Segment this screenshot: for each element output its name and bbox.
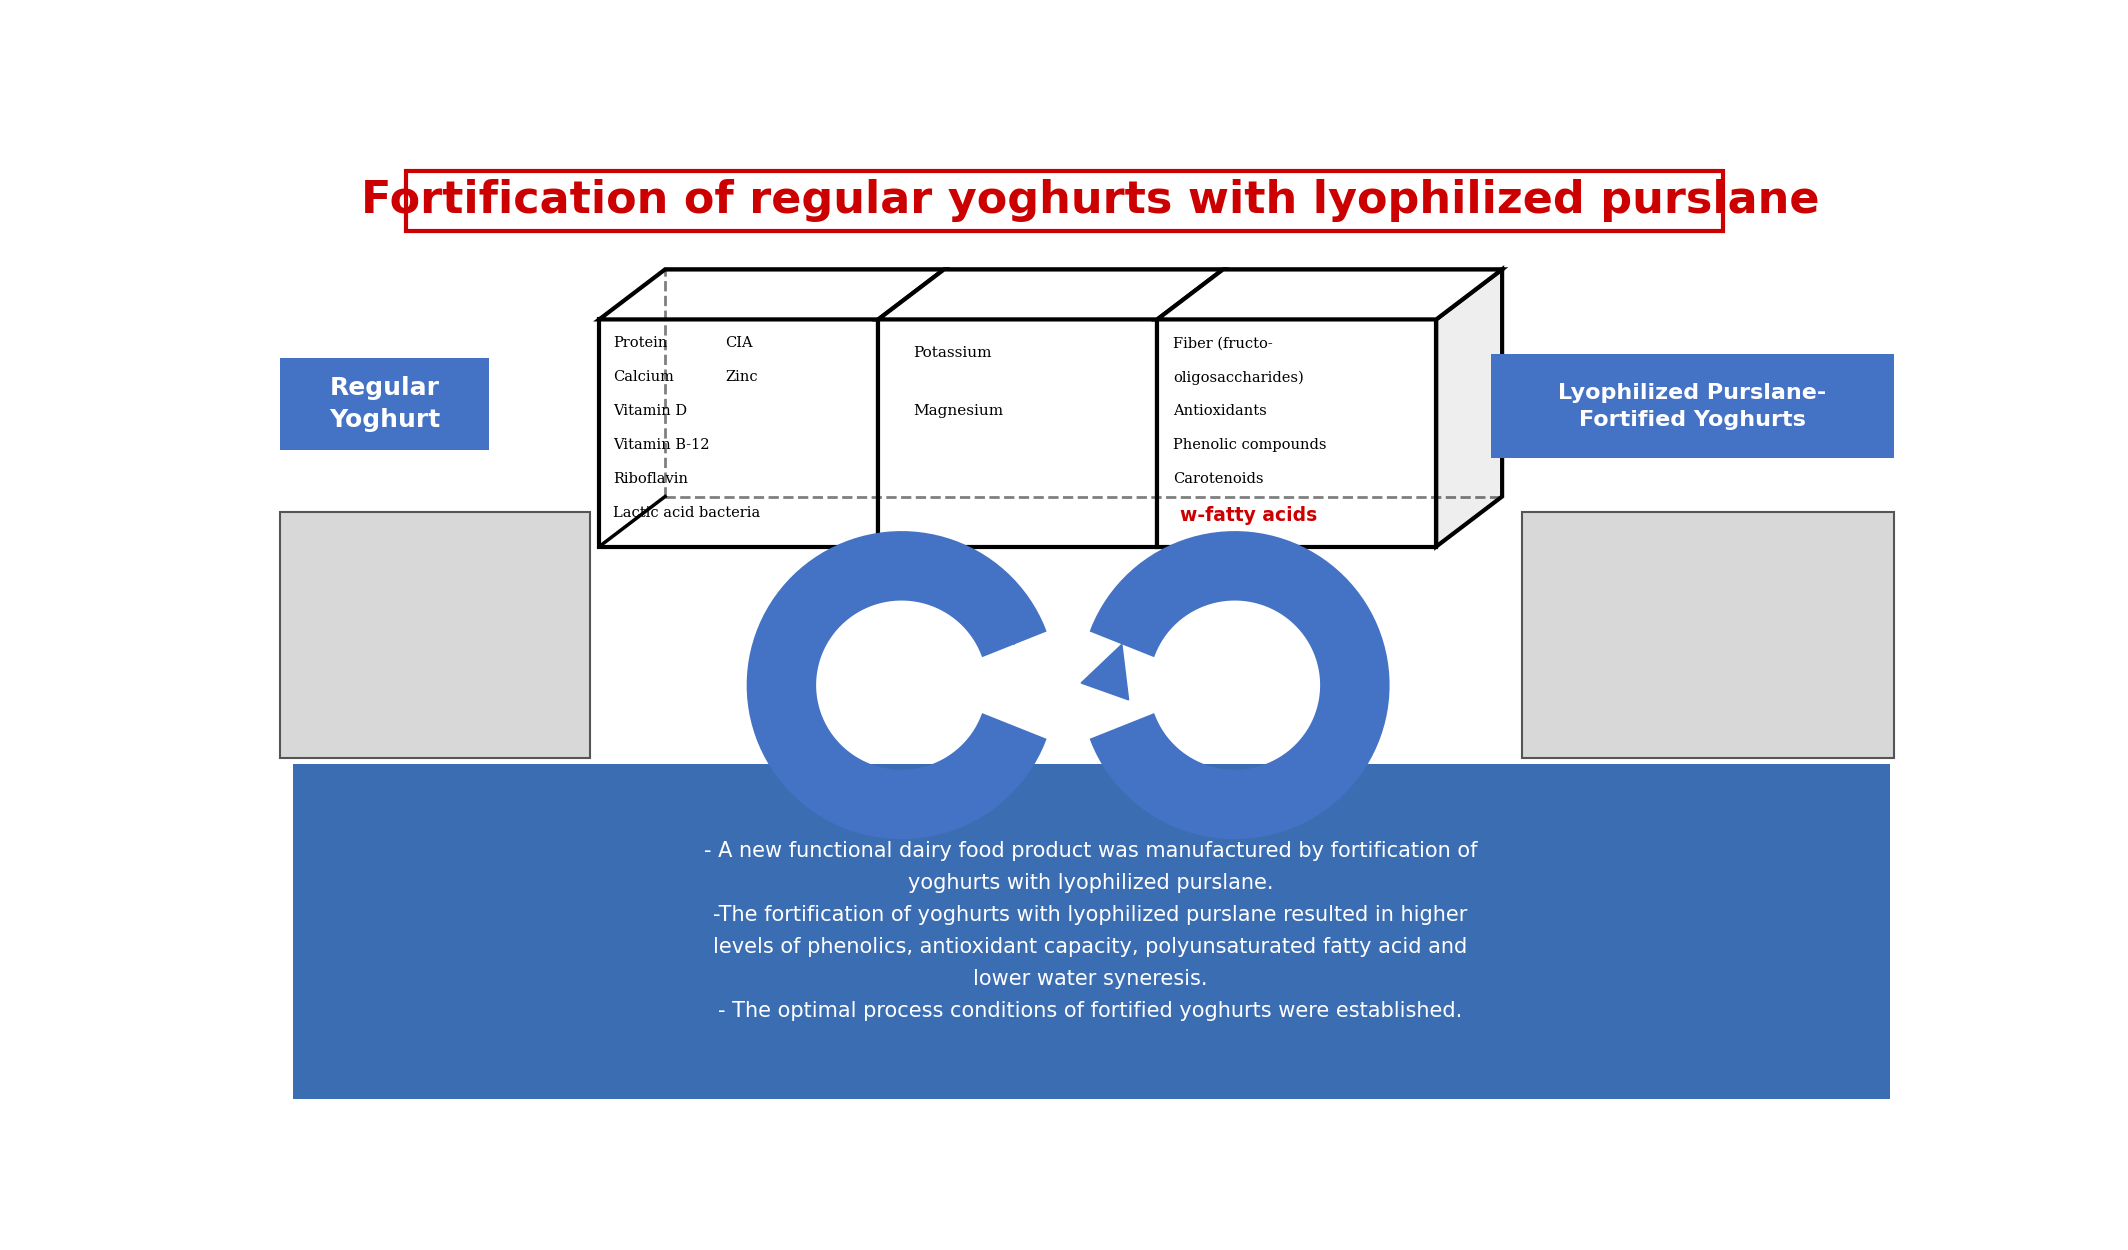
Text: Fortification of regular yoghurts with lyophilized purslane: Fortification of regular yoghurts with l… xyxy=(362,179,1819,221)
Text: Potassium: Potassium xyxy=(913,346,992,360)
Polygon shape xyxy=(1081,644,1128,700)
Polygon shape xyxy=(879,320,1158,546)
Polygon shape xyxy=(972,589,1021,644)
Text: Lyophilized Purslane-
Fortified Yoghurts: Lyophilized Purslane- Fortified Yoghurts xyxy=(1558,384,1826,430)
FancyBboxPatch shape xyxy=(281,512,589,759)
Polygon shape xyxy=(600,269,945,320)
Text: oligosaccharides): oligosaccharides) xyxy=(1173,370,1304,385)
Text: Regular
Yoghurt: Regular Yoghurt xyxy=(330,376,440,432)
Text: CIA: CIA xyxy=(726,336,753,350)
Text: Carotenoids: Carotenoids xyxy=(1173,471,1264,486)
Polygon shape xyxy=(600,320,879,546)
Text: Vitamin B-12: Vitamin B-12 xyxy=(613,438,711,452)
Polygon shape xyxy=(879,269,1224,320)
Text: w-fatty acids: w-fatty acids xyxy=(1181,506,1317,525)
Text: - A new functional dairy food product was manufactured by fortification of
yoghu: - A new functional dairy food product wa… xyxy=(704,841,1477,1021)
FancyBboxPatch shape xyxy=(281,357,489,450)
FancyBboxPatch shape xyxy=(294,764,1890,1099)
Text: Riboflavin: Riboflavin xyxy=(613,471,687,486)
FancyBboxPatch shape xyxy=(1490,354,1894,458)
Text: Fiber (fructo-: Fiber (fructo- xyxy=(1173,336,1273,350)
Text: Antioxidants: Antioxidants xyxy=(1173,404,1266,418)
FancyBboxPatch shape xyxy=(1522,512,1894,759)
Text: Phenolic compounds: Phenolic compounds xyxy=(1173,438,1326,452)
Text: Protein: Protein xyxy=(613,336,668,350)
Polygon shape xyxy=(1436,269,1502,546)
Polygon shape xyxy=(1158,320,1436,546)
Polygon shape xyxy=(1158,269,1502,320)
Text: Zinc: Zinc xyxy=(726,370,758,384)
Text: Lactic acid bacteria: Lactic acid bacteria xyxy=(613,506,760,520)
Text: Magnesium: Magnesium xyxy=(913,404,1002,418)
Text: Calcium: Calcium xyxy=(613,370,675,384)
Text: Vitamin D: Vitamin D xyxy=(613,404,687,418)
